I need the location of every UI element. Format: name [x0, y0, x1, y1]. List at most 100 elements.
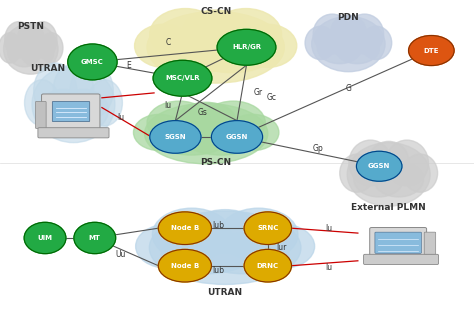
- Text: Iu: Iu: [325, 224, 332, 233]
- Ellipse shape: [369, 141, 409, 180]
- Ellipse shape: [40, 33, 63, 63]
- Ellipse shape: [318, 33, 362, 64]
- Text: C: C: [165, 38, 171, 47]
- Text: PS-CN: PS-CN: [200, 158, 231, 167]
- Ellipse shape: [147, 11, 284, 83]
- FancyBboxPatch shape: [52, 101, 90, 122]
- FancyBboxPatch shape: [364, 254, 438, 264]
- Text: Iu: Iu: [117, 113, 125, 122]
- Text: UTRAN: UTRAN: [208, 288, 243, 297]
- Ellipse shape: [313, 14, 351, 54]
- Ellipse shape: [198, 233, 289, 274]
- Text: SGSN: SGSN: [164, 134, 186, 140]
- Ellipse shape: [158, 212, 211, 244]
- Ellipse shape: [331, 15, 366, 49]
- Ellipse shape: [8, 39, 41, 67]
- Ellipse shape: [311, 16, 385, 72]
- Ellipse shape: [403, 154, 438, 192]
- Ellipse shape: [150, 121, 201, 153]
- Ellipse shape: [347, 143, 430, 206]
- Text: Gs: Gs: [198, 108, 208, 117]
- FancyBboxPatch shape: [424, 232, 436, 255]
- Text: Iu: Iu: [164, 101, 172, 110]
- Ellipse shape: [32, 66, 115, 143]
- Ellipse shape: [150, 8, 221, 60]
- Text: Iub: Iub: [212, 221, 224, 230]
- Ellipse shape: [211, 121, 263, 153]
- Ellipse shape: [34, 63, 77, 118]
- Ellipse shape: [210, 8, 282, 60]
- Text: Iub: Iub: [212, 266, 224, 275]
- Text: External PLMN: External PLMN: [351, 202, 426, 212]
- Text: PSTN: PSTN: [18, 22, 44, 31]
- Ellipse shape: [158, 249, 211, 282]
- Ellipse shape: [409, 36, 454, 66]
- Ellipse shape: [24, 222, 66, 254]
- Ellipse shape: [68, 44, 117, 80]
- Ellipse shape: [88, 80, 122, 126]
- Ellipse shape: [152, 208, 231, 261]
- Ellipse shape: [361, 26, 392, 60]
- Ellipse shape: [349, 140, 392, 186]
- Text: DRNC: DRNC: [257, 263, 279, 269]
- FancyBboxPatch shape: [42, 94, 100, 131]
- Ellipse shape: [177, 102, 236, 139]
- Text: GGSN: GGSN: [368, 163, 391, 169]
- Ellipse shape: [191, 33, 273, 73]
- Ellipse shape: [3, 24, 58, 74]
- Text: MSC/VLR: MSC/VLR: [165, 75, 200, 81]
- Ellipse shape: [217, 29, 276, 65]
- Text: MT: MT: [89, 235, 101, 241]
- Text: Node B: Node B: [171, 263, 199, 269]
- FancyBboxPatch shape: [375, 232, 421, 253]
- Text: Iur: Iur: [276, 243, 286, 252]
- Ellipse shape: [374, 162, 423, 197]
- FancyBboxPatch shape: [38, 128, 109, 138]
- Text: GMSC: GMSC: [81, 59, 104, 65]
- Ellipse shape: [39, 89, 88, 131]
- Ellipse shape: [354, 162, 403, 197]
- Text: G: G: [346, 83, 351, 93]
- Ellipse shape: [182, 10, 249, 53]
- Ellipse shape: [244, 212, 292, 244]
- Ellipse shape: [162, 233, 253, 274]
- Ellipse shape: [136, 224, 200, 268]
- Ellipse shape: [149, 211, 301, 284]
- Text: Gp: Gp: [312, 144, 323, 154]
- Text: Iu: Iu: [325, 263, 332, 273]
- Ellipse shape: [135, 24, 192, 67]
- Ellipse shape: [158, 33, 240, 73]
- Ellipse shape: [18, 22, 44, 53]
- Ellipse shape: [227, 114, 279, 151]
- Ellipse shape: [134, 114, 185, 151]
- Ellipse shape: [155, 122, 228, 155]
- FancyBboxPatch shape: [370, 228, 427, 257]
- Ellipse shape: [28, 22, 57, 58]
- Ellipse shape: [5, 22, 33, 58]
- Ellipse shape: [0, 33, 21, 63]
- Ellipse shape: [356, 151, 402, 181]
- Text: UIM: UIM: [37, 235, 53, 241]
- Ellipse shape: [244, 249, 292, 282]
- Text: Node B: Node B: [171, 225, 199, 231]
- Text: Gc: Gc: [266, 93, 276, 102]
- Ellipse shape: [251, 224, 315, 268]
- Ellipse shape: [184, 122, 258, 155]
- Ellipse shape: [385, 140, 428, 186]
- Text: UTRAN: UTRAN: [30, 64, 65, 73]
- Text: GGSN: GGSN: [226, 134, 248, 140]
- FancyBboxPatch shape: [36, 101, 46, 128]
- Text: E: E: [127, 61, 131, 70]
- Ellipse shape: [153, 60, 212, 96]
- Text: HLR/GR: HLR/GR: [232, 44, 261, 50]
- Ellipse shape: [305, 26, 336, 60]
- Ellipse shape: [147, 101, 211, 144]
- Ellipse shape: [340, 154, 374, 192]
- Ellipse shape: [70, 63, 113, 118]
- Ellipse shape: [201, 101, 265, 144]
- Text: Gr: Gr: [254, 88, 263, 97]
- Text: Uu: Uu: [116, 250, 126, 259]
- Ellipse shape: [54, 65, 93, 111]
- Text: PDN: PDN: [337, 13, 359, 22]
- Ellipse shape: [219, 208, 298, 261]
